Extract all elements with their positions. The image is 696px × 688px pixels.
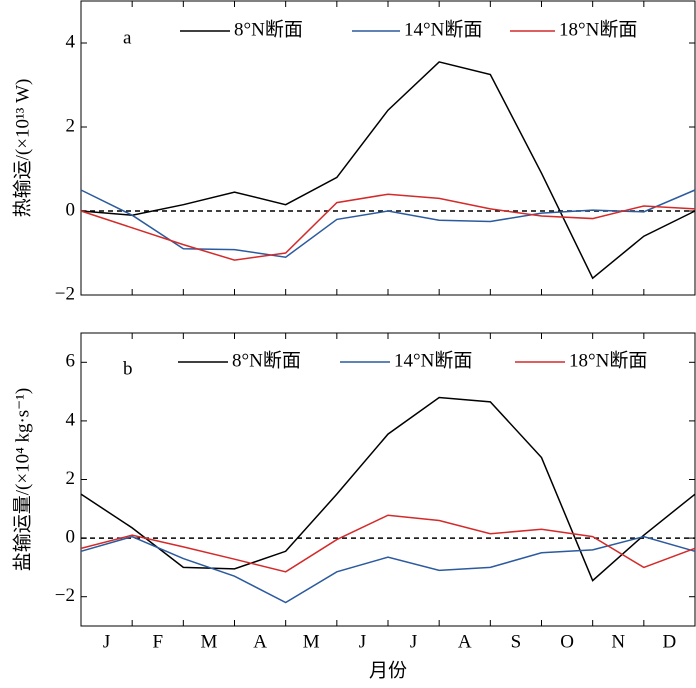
y-tick-label: 4 bbox=[66, 31, 76, 52]
plot-frame bbox=[80, 0, 696, 296]
y-tick-label: 6 bbox=[66, 351, 76, 372]
legend-label: 18°N断面 bbox=[569, 349, 647, 371]
y-axis-label: 热输运/(×10¹³ W) bbox=[11, 79, 33, 218]
x-tick-label: M bbox=[200, 631, 217, 652]
y-axis-label: 盐输运量/(×10⁴ kg·s⁻¹) bbox=[11, 388, 33, 571]
legend-label: 18°N断面 bbox=[559, 18, 637, 40]
series-line bbox=[80, 61, 696, 280]
x-tick-label: A bbox=[253, 631, 267, 652]
y-tick-label: 2 bbox=[66, 468, 76, 489]
series-line bbox=[80, 193, 696, 261]
legend-label: 8°N断面 bbox=[232, 349, 301, 371]
x-tick-label: S bbox=[511, 631, 522, 652]
legend-label: 14°N断面 bbox=[404, 18, 482, 40]
y-tick-label: 0 bbox=[66, 199, 76, 220]
series-line bbox=[80, 535, 696, 604]
legend-label: 8°N断面 bbox=[234, 18, 303, 40]
x-tick-label: N bbox=[611, 631, 625, 652]
y-tick-label: −2 bbox=[55, 585, 75, 606]
y-tick-label: 0 bbox=[66, 526, 76, 547]
x-axis-label: 月份 bbox=[369, 659, 407, 681]
x-tick-label: J bbox=[410, 631, 417, 652]
plot-frame bbox=[80, 332, 696, 627]
panel-label: b bbox=[123, 358, 133, 379]
y-tick-label: 4 bbox=[66, 409, 76, 430]
x-tick-label: F bbox=[152, 631, 163, 652]
y-tick-label: 2 bbox=[66, 115, 76, 136]
series-line bbox=[80, 514, 696, 573]
x-tick-label: M bbox=[303, 631, 320, 652]
x-tick-label: O bbox=[560, 631, 574, 652]
panel-label: a bbox=[123, 27, 132, 48]
series-line bbox=[80, 189, 696, 258]
legend-label: 14°N断面 bbox=[394, 349, 472, 371]
series-line bbox=[80, 396, 696, 582]
x-tick-label: D bbox=[663, 631, 677, 652]
y-tick-label: −2 bbox=[55, 283, 75, 304]
x-tick-label: J bbox=[359, 631, 366, 652]
x-tick-label: A bbox=[458, 631, 472, 652]
x-tick-label: J bbox=[103, 631, 110, 652]
